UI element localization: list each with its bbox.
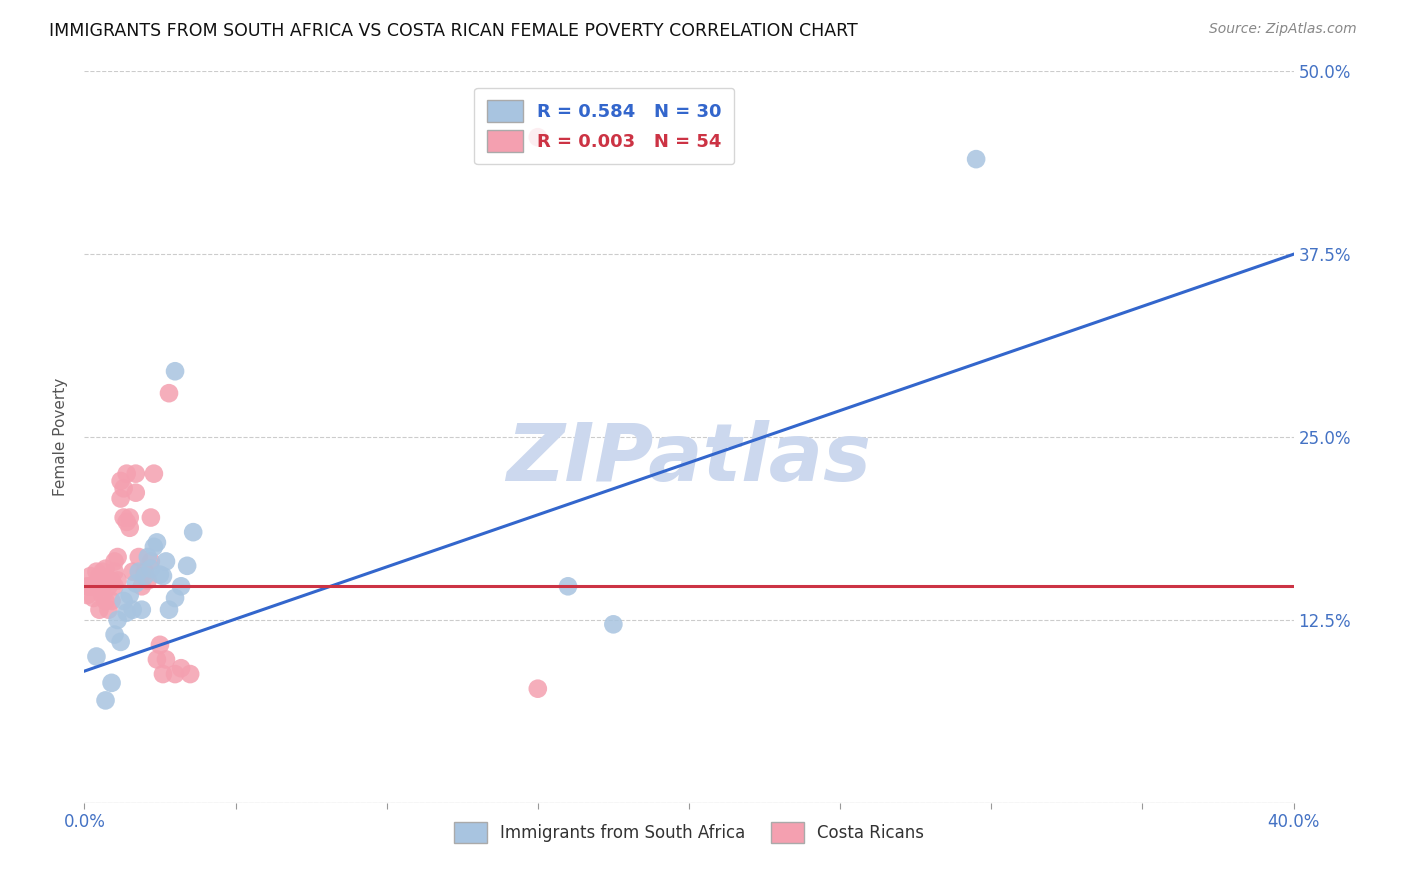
Point	[115, 606, 138, 620]
Point	[128, 549, 150, 564]
Point	[110, 491, 132, 506]
Point	[86, 565, 108, 579]
Text: Source: ZipAtlas.com: Source: ZipAtlas.com	[1209, 22, 1357, 37]
Point	[121, 565, 143, 579]
Point	[139, 562, 162, 576]
Point	[557, 579, 579, 593]
Point	[76, 588, 98, 602]
Text: IMMIGRANTS FROM SOUTH AFRICA VS COSTA RICAN FEMALE POVERTY CORRELATION CHART: IMMIGRANTS FROM SOUTH AFRICA VS COSTA RI…	[49, 22, 858, 40]
Point	[107, 549, 129, 564]
Point	[89, 569, 111, 583]
Point	[79, 579, 101, 593]
Point	[112, 481, 135, 495]
Point	[146, 652, 169, 666]
Point	[527, 681, 550, 696]
Point	[155, 554, 177, 568]
Point	[94, 594, 117, 608]
Point	[131, 579, 153, 593]
Point	[91, 588, 114, 602]
Point	[128, 565, 150, 579]
Point	[121, 603, 143, 617]
Point	[112, 594, 135, 608]
Point	[134, 569, 156, 583]
Point	[125, 485, 148, 500]
Point	[97, 579, 120, 593]
Point	[965, 152, 987, 166]
Point	[118, 588, 141, 602]
Point	[179, 667, 201, 681]
Point	[107, 613, 129, 627]
Point	[115, 467, 138, 481]
Point	[134, 565, 156, 579]
Point	[527, 130, 550, 145]
Point	[104, 579, 127, 593]
Point	[86, 649, 108, 664]
Point	[97, 603, 120, 617]
Point	[142, 467, 165, 481]
Point	[155, 652, 177, 666]
Point	[165, 364, 187, 378]
Point	[82, 579, 104, 593]
Point	[79, 569, 101, 583]
Point	[107, 574, 129, 588]
Point	[602, 617, 624, 632]
Point	[115, 515, 138, 529]
Point	[118, 510, 141, 524]
Point	[176, 558, 198, 573]
Point	[152, 569, 174, 583]
Point	[94, 693, 117, 707]
Point	[100, 594, 122, 608]
Point	[157, 603, 180, 617]
Y-axis label: Female Poverty: Female Poverty	[53, 378, 69, 496]
Point	[110, 474, 132, 488]
Point	[157, 386, 180, 401]
Point	[100, 676, 122, 690]
Point	[118, 521, 141, 535]
Point	[89, 603, 111, 617]
Point	[86, 576, 108, 591]
Point	[125, 576, 148, 591]
Point	[104, 627, 127, 641]
Point	[139, 510, 162, 524]
Point	[149, 567, 172, 582]
Point	[94, 562, 117, 576]
Point	[125, 467, 148, 481]
Point	[89, 579, 111, 593]
Point	[149, 638, 172, 652]
Point	[94, 576, 117, 591]
Point	[91, 565, 114, 579]
Point	[76, 579, 98, 593]
Point	[136, 574, 159, 588]
Point	[146, 535, 169, 549]
Point	[131, 603, 153, 617]
Point	[139, 554, 162, 568]
Point	[100, 574, 122, 588]
Point	[181, 525, 204, 540]
Point	[104, 565, 127, 579]
Point	[112, 510, 135, 524]
Point	[136, 549, 159, 564]
Point	[152, 667, 174, 681]
Point	[170, 661, 193, 675]
Point	[165, 591, 187, 605]
Point	[82, 591, 104, 605]
Legend: Immigrants from South Africa, Costa Ricans: Immigrants from South Africa, Costa Rica…	[447, 815, 931, 849]
Point	[110, 635, 132, 649]
Text: ZIPatlas: ZIPatlas	[506, 420, 872, 498]
Point	[165, 667, 187, 681]
Point	[104, 554, 127, 568]
Point	[91, 579, 114, 593]
Point	[170, 579, 193, 593]
Point	[142, 540, 165, 554]
